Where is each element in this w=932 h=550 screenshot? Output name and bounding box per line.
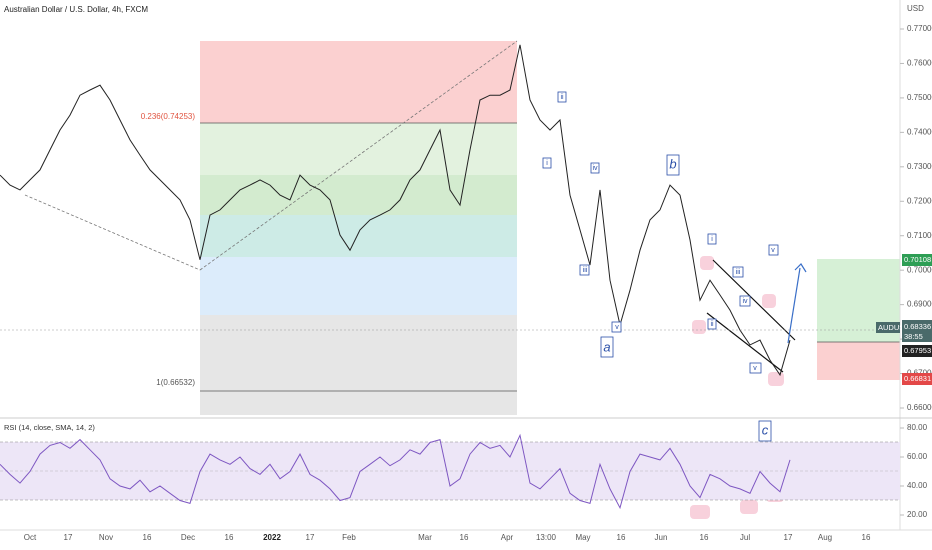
currency: USD [907,4,924,13]
target-price: 0.70108 [904,255,931,264]
wave-label: i [546,160,548,167]
bid-price: 0.67953 [904,346,931,355]
rsi-line [0,433,791,510]
time-label: Dec [181,533,195,542]
rsi-tick-label: 60.00 [907,452,928,461]
time-label: Aug [818,533,832,542]
rsi-label: RSI (14, close, SMA, 14, 2) [4,423,95,432]
wave-label: c [762,422,769,437]
wave-label: v [615,324,619,331]
channel [706,259,796,373]
time-label: Oct [24,533,37,542]
time-label: 16 [862,533,871,542]
time-label: Mar [418,533,432,542]
countdown: 38:55 [904,332,923,341]
fib-label: 1(0.66532) [156,378,195,387]
stop-price: 0.66831 [904,374,931,383]
wave-label: i [711,236,713,243]
projection-arrow [787,267,801,344]
price-tags: AUDUSD 0.68336 38:55 0.67953 0.70108 0.6… [876,254,932,385]
time-label: Apr [501,533,514,542]
fib-zones [24,40,518,415]
wave-label: ii [710,321,714,328]
time-label: 16 [700,533,709,542]
time-label: Feb [342,533,356,542]
time-label: 2022 [263,533,281,542]
rsi-tick-label: 80.00 [907,423,928,432]
rsi-tick-label: 40.00 [907,481,928,490]
wave-labels: ii i iv iii v a b i ii iii iv v c v [542,91,779,442]
time-label: 16 [460,533,469,542]
wave-label: b [669,156,676,171]
price-line [0,44,791,377]
time-label: 13:00 [536,533,557,542]
wave-label: iii [583,267,588,274]
price-layer [0,44,791,377]
time-label: Jul [740,533,750,542]
symbol-tag: AUDUSD [878,323,910,332]
time-label: Jun [655,533,668,542]
wave-label: iii [736,269,741,276]
rsi-tick-label: 20.00 [907,510,928,519]
time-axis: Oct 17 Nov 16 Dec 16 2022 17 Feb Mar 16 … [24,533,871,542]
wave-label: a [603,339,610,354]
position-box [817,259,900,380]
arrow-head [794,263,807,273]
wave-label: ii [560,94,564,101]
price-tick-label: 0.66000 [907,403,932,412]
rsi-layer [0,433,791,510]
time-label: 17 [64,533,73,542]
symbol-title: Australian Dollar / U.S. Dollar, 4h, FXC… [4,5,148,14]
time-label: 16 [617,533,626,542]
time-label: May [575,533,590,542]
time-label: Nov [99,533,113,542]
fib-label: 0.236(0.74253) [141,112,196,121]
time-label: 16 [225,533,234,542]
wave-label: iv [592,165,598,172]
last-price: 0.68336 [904,322,931,331]
time-label: 17 [306,533,315,542]
rsi-pane [0,441,900,501]
wave-label: v [753,365,757,372]
time-label: 17 [784,533,793,542]
wave-label: v [771,247,775,254]
time-label: 16 [143,533,152,542]
wave-label: iv [742,298,748,305]
